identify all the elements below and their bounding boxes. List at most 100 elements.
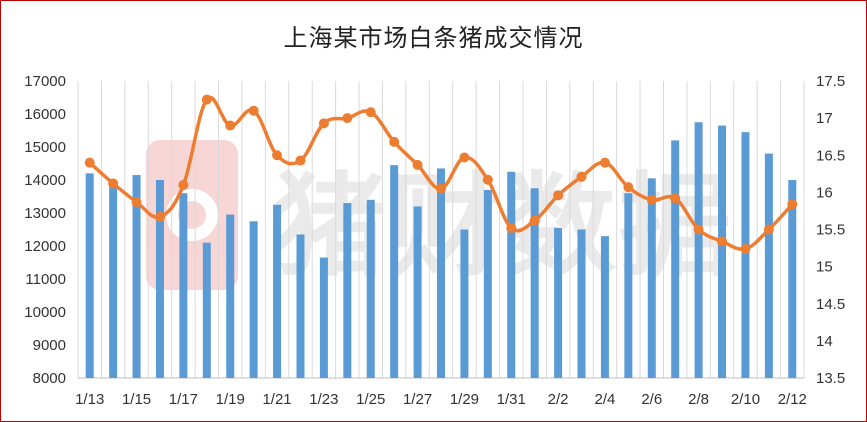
y-left-tick-label: 8000 <box>33 370 66 387</box>
bar <box>343 203 352 378</box>
line-point <box>459 152 470 163</box>
x-tick-label: 1/19 <box>216 391 245 408</box>
y-right-tick-label: 15.5 <box>816 222 845 239</box>
y-right-tick-label: 15 <box>816 259 833 276</box>
line-point <box>154 211 165 222</box>
y-right-tick-label: 14 <box>816 333 833 350</box>
y-right-tick-label: 13.5 <box>816 370 845 387</box>
line-point <box>482 174 493 185</box>
line-point <box>295 155 306 166</box>
x-tick-label: 2/8 <box>688 391 709 408</box>
x-tick-label: 2/2 <box>548 391 569 408</box>
y-axis-right: 13.5 14 14.5 15 15.5 16 16.5 17 17.5 <box>816 73 845 387</box>
bar <box>319 257 328 378</box>
line-point <box>670 193 681 204</box>
bar <box>85 173 94 378</box>
y-left-tick-label: 17000 <box>24 73 66 90</box>
y-left-tick-label: 13000 <box>24 205 66 222</box>
line-point <box>506 223 517 234</box>
y-left-tick-label: 12000 <box>24 238 66 255</box>
x-axis: 1/13 1/15 1/17 1/19 1/21 1/23 1/25 1/27 1/29 1/31… <box>75 391 807 408</box>
line-point <box>787 199 798 210</box>
bar <box>437 168 445 378</box>
x-tick-label: 1/25 <box>356 391 385 408</box>
x-tick-label: 2/4 <box>595 391 616 408</box>
y-axis-left: 8000 9000 10000 11000 12000 13000 14000 15000 16… <box>24 73 66 387</box>
x-tick-label: 2/6 <box>641 391 662 408</box>
x-tick-label: 2/12 <box>778 391 807 408</box>
bar <box>249 221 258 378</box>
bar-series <box>85 122 797 378</box>
bar <box>741 132 750 378</box>
y-right-tick-label: 17 <box>816 110 833 127</box>
bar <box>624 193 633 378</box>
bar <box>600 236 609 378</box>
line-point <box>693 224 704 235</box>
bar <box>694 122 703 378</box>
line-point <box>599 157 610 168</box>
bar <box>530 188 539 378</box>
chart-title: 上海某市场白条猪成交情况 <box>283 24 584 52</box>
line-point <box>717 236 728 247</box>
x-tick-label: 1/21 <box>262 391 291 408</box>
line-point <box>389 136 400 147</box>
bar <box>132 175 141 378</box>
y-left-tick-label: 15000 <box>24 139 66 156</box>
line-point <box>248 105 259 116</box>
line-point <box>108 178 119 189</box>
y-right-tick-label: 16 <box>816 184 833 201</box>
line-point <box>201 94 212 105</box>
x-tick-label: 2/10 <box>731 391 760 408</box>
line-point <box>178 179 189 190</box>
y-right-tick-label: 17.5 <box>816 73 845 90</box>
bar <box>273 204 282 378</box>
bar <box>155 180 164 378</box>
bar <box>366 199 375 378</box>
y-left-tick-label: 9000 <box>33 337 66 354</box>
x-tick-label: 1/23 <box>309 391 338 408</box>
x-tick-label: 1/17 <box>169 391 198 408</box>
bar <box>554 227 563 378</box>
line-point <box>412 159 423 170</box>
line-point <box>553 190 564 201</box>
bar <box>296 234 305 378</box>
bar <box>718 125 727 378</box>
bar <box>226 214 235 378</box>
bar <box>109 183 118 378</box>
x-tick-label: 1/27 <box>403 391 432 408</box>
bar <box>460 229 469 378</box>
line-point <box>342 113 353 124</box>
grid-lines <box>77 81 805 379</box>
line-point <box>740 243 751 254</box>
bar <box>577 229 586 378</box>
bar <box>483 189 492 378</box>
y-left-tick-label: 14000 <box>24 172 66 189</box>
bar <box>647 178 656 378</box>
x-tick-label: 1/15 <box>122 391 151 408</box>
bar <box>179 193 188 378</box>
y-right-tick-label: 14.5 <box>816 296 845 313</box>
y-left-tick-label: 16000 <box>24 106 66 123</box>
line-point <box>623 182 634 193</box>
bar <box>671 140 680 378</box>
line-point <box>576 171 587 182</box>
bar <box>764 153 773 378</box>
x-tick-label: 1/13 <box>75 391 104 408</box>
line-point <box>318 118 329 129</box>
line-point <box>529 215 540 226</box>
bar <box>202 242 211 378</box>
line-point <box>365 107 376 118</box>
bar <box>788 180 797 378</box>
y-right-tick-label: 16.5 <box>816 147 845 164</box>
line-point <box>225 120 236 131</box>
line-point <box>436 183 446 194</box>
bar <box>413 206 422 378</box>
x-tick-label: 1/31 <box>497 391 526 408</box>
line-point <box>84 157 95 168</box>
line-point <box>131 197 142 208</box>
line-point <box>763 224 774 235</box>
line-point <box>646 194 657 205</box>
y-left-tick-label: 10000 <box>24 304 66 321</box>
line-point <box>272 150 283 161</box>
